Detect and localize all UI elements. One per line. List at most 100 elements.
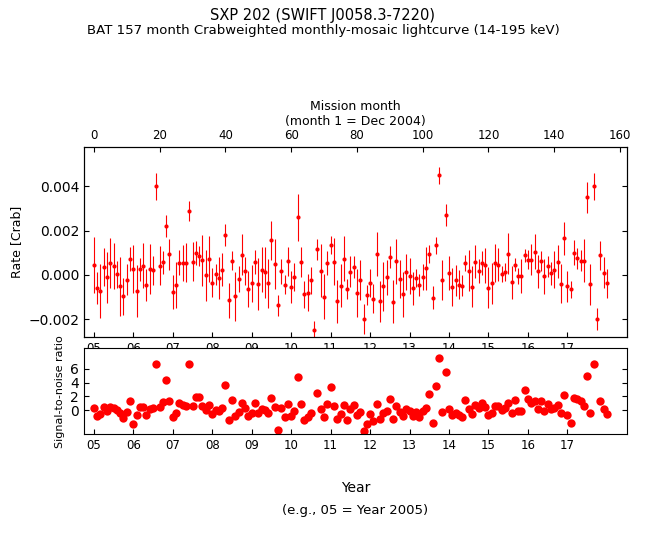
Point bbox=[569, 393, 579, 402]
Point bbox=[404, 406, 415, 415]
Point bbox=[506, 409, 517, 418]
Point bbox=[99, 403, 109, 412]
Point bbox=[375, 415, 385, 424]
Point bbox=[453, 411, 464, 419]
Point bbox=[289, 407, 300, 415]
Point bbox=[352, 411, 362, 420]
Point bbox=[164, 396, 174, 405]
Point bbox=[260, 405, 270, 414]
Point bbox=[92, 412, 102, 420]
Point bbox=[601, 410, 612, 419]
Point bbox=[200, 406, 211, 415]
Point bbox=[181, 401, 191, 410]
Point bbox=[286, 411, 297, 420]
Point bbox=[378, 409, 388, 418]
Text: (e.g., 05 = Year 2005): (e.g., 05 = Year 2005) bbox=[282, 504, 428, 517]
Point bbox=[276, 404, 286, 413]
Point bbox=[549, 404, 559, 413]
Point bbox=[516, 406, 526, 415]
Point bbox=[457, 413, 467, 422]
Point bbox=[461, 396, 471, 405]
Point bbox=[503, 399, 514, 407]
Point bbox=[197, 402, 207, 411]
X-axis label: Mission month
(month 1 = Dec 2004): Mission month (month 1 = Dec 2004) bbox=[285, 99, 426, 128]
Point bbox=[398, 412, 408, 420]
Point bbox=[194, 393, 204, 401]
Point bbox=[184, 360, 194, 369]
Point bbox=[115, 408, 125, 417]
Point bbox=[486, 409, 497, 418]
Point bbox=[395, 407, 405, 416]
Point bbox=[102, 407, 112, 415]
Point bbox=[319, 413, 329, 421]
Point bbox=[421, 403, 431, 412]
Point bbox=[191, 393, 201, 402]
Point bbox=[582, 371, 592, 380]
Point bbox=[306, 409, 316, 418]
Y-axis label: Signal-to-noise ratio: Signal-to-noise ratio bbox=[55, 335, 65, 447]
Point bbox=[158, 398, 168, 407]
Point bbox=[444, 405, 454, 414]
Point bbox=[128, 420, 138, 428]
Point bbox=[384, 395, 395, 403]
Point bbox=[348, 401, 359, 409]
Point bbox=[572, 395, 583, 404]
Point bbox=[240, 404, 250, 413]
Point bbox=[244, 411, 254, 420]
Point bbox=[552, 400, 563, 409]
Point bbox=[408, 412, 418, 420]
Point bbox=[207, 409, 218, 418]
Point bbox=[217, 403, 227, 412]
Point bbox=[529, 396, 539, 405]
Point bbox=[326, 382, 336, 391]
Point bbox=[109, 403, 119, 412]
Point bbox=[539, 406, 550, 415]
Point bbox=[118, 414, 129, 422]
Point bbox=[470, 400, 481, 409]
Point bbox=[178, 401, 188, 410]
Text: BAT 157 month Crabweighted monthly-mosaic lightcurve (14-195 keV): BAT 157 month Crabweighted monthly-mosai… bbox=[87, 24, 559, 37]
Point bbox=[273, 426, 283, 435]
Point bbox=[562, 411, 572, 420]
Point bbox=[424, 389, 435, 398]
Point bbox=[371, 399, 382, 408]
Point bbox=[250, 399, 260, 407]
Point bbox=[154, 402, 165, 411]
Point bbox=[171, 409, 182, 418]
Point bbox=[263, 408, 273, 417]
Point bbox=[493, 402, 503, 411]
Point bbox=[345, 405, 355, 413]
Point bbox=[401, 405, 412, 413]
Point bbox=[302, 413, 313, 421]
Point bbox=[148, 404, 158, 413]
Point bbox=[312, 388, 322, 397]
Point bbox=[220, 381, 231, 389]
Point bbox=[536, 396, 547, 405]
Point bbox=[112, 406, 122, 414]
Point bbox=[332, 414, 342, 423]
Point bbox=[480, 402, 490, 411]
Point bbox=[211, 406, 221, 414]
Point bbox=[253, 408, 264, 417]
Point bbox=[335, 409, 346, 418]
Point bbox=[138, 403, 149, 412]
Point bbox=[365, 410, 375, 419]
Point bbox=[526, 399, 536, 407]
Point bbox=[299, 415, 309, 424]
Point bbox=[510, 395, 520, 404]
Point bbox=[414, 412, 424, 421]
Point bbox=[543, 400, 553, 409]
Point bbox=[589, 359, 599, 368]
Point bbox=[141, 411, 152, 419]
Point bbox=[167, 413, 178, 421]
Point bbox=[565, 418, 576, 427]
Point bbox=[467, 410, 477, 419]
Point bbox=[174, 399, 185, 408]
Point bbox=[428, 419, 438, 428]
Point bbox=[431, 381, 441, 390]
Point bbox=[280, 413, 290, 421]
Point bbox=[256, 404, 267, 413]
Point bbox=[559, 391, 569, 400]
Point bbox=[105, 402, 116, 411]
Point bbox=[546, 405, 556, 414]
